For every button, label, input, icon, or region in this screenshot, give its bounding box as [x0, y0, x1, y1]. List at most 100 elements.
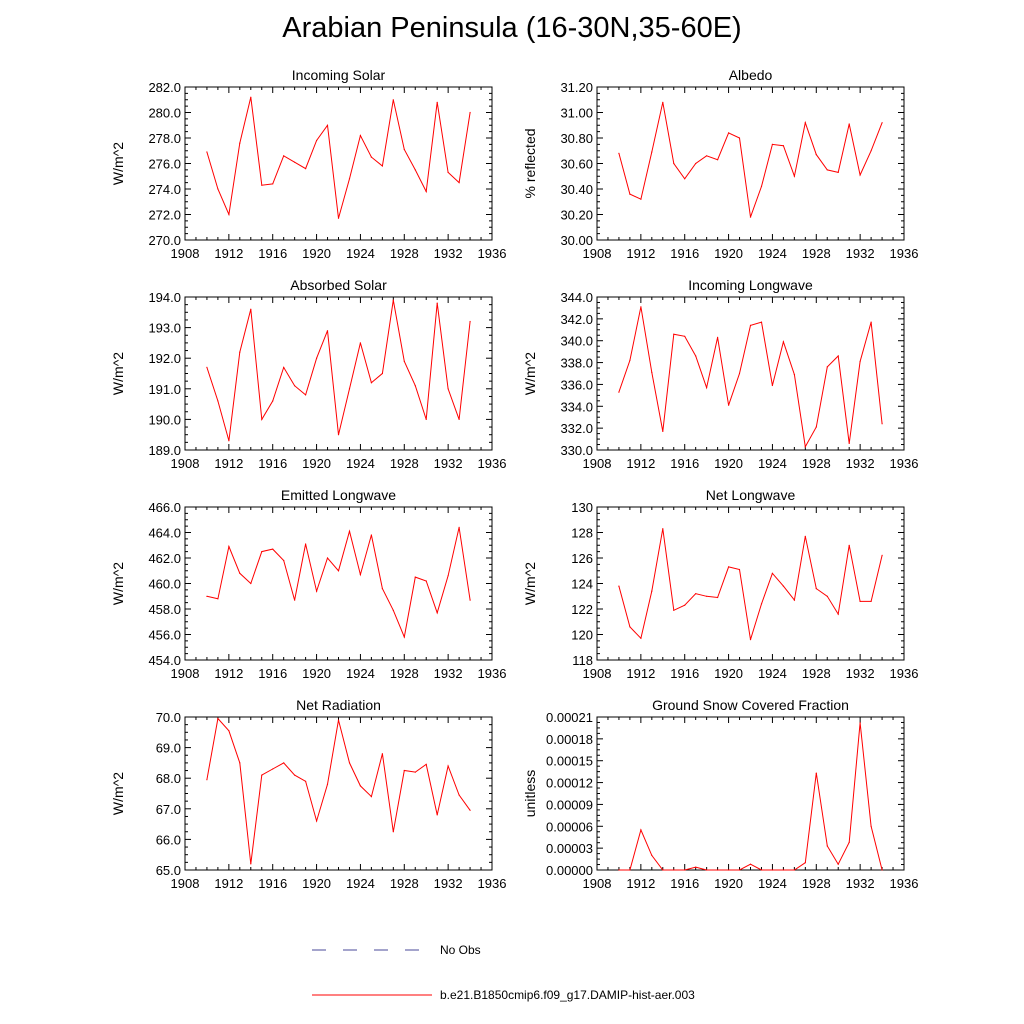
data-point [793, 175, 796, 177]
x-tick-label: 1932 [846, 246, 875, 261]
data-point [782, 341, 785, 343]
data-point [771, 384, 774, 387]
data-point [848, 442, 850, 444]
data-point [640, 829, 642, 831]
data-point [717, 869, 719, 871]
data-point [305, 168, 307, 170]
data-point [651, 371, 653, 373]
x-tick-label: 1920 [302, 456, 331, 471]
data-point [728, 132, 730, 134]
y-axis-label: unitless [522, 770, 538, 817]
data-point [469, 320, 471, 323]
data-point [228, 213, 230, 216]
data-point [392, 609, 394, 611]
x-tick-label: 1936 [890, 666, 919, 681]
panels-group: Incoming Solar W/m^2 1908 1912 1916 1920 1924 1… [110, 67, 918, 891]
x-tick-label: 1916 [258, 456, 287, 471]
data-point [804, 862, 806, 864]
data-point [728, 566, 730, 568]
data-point [250, 582, 252, 585]
data-point [337, 570, 340, 572]
x-tick-label: 1916 [258, 876, 287, 891]
panel-absorbed-solar: Absorbed Solar W/m^2 1908 1912 1916 1920 1924 1… [110, 277, 506, 471]
data-point [881, 423, 883, 425]
y-tick-label: 70.0 [156, 710, 181, 725]
data-point [881, 122, 883, 124]
data-point [425, 580, 427, 582]
data-point [826, 366, 828, 368]
data-point [684, 335, 686, 337]
data-point [793, 374, 796, 376]
data-point [749, 639, 752, 641]
x-tick-label: 1908 [171, 876, 200, 891]
data-point [469, 809, 471, 811]
data-point [749, 863, 752, 865]
data-point [239, 351, 241, 353]
data-point [815, 588, 817, 590]
data-point [283, 559, 285, 562]
data-point [458, 794, 460, 796]
data-point [629, 193, 631, 195]
data-point [837, 613, 839, 615]
y-axis-label: W/m^2 [110, 562, 126, 605]
y-tick-label: 0.00021 [546, 710, 593, 725]
y-tick-label: 460.0 [148, 577, 181, 592]
data-point [272, 183, 274, 185]
panel-title: Net Longwave [706, 487, 796, 503]
data-point [673, 869, 675, 871]
data-point [640, 306, 642, 308]
x-tick-label: 1920 [714, 876, 743, 891]
data-point [305, 780, 307, 782]
y-axis-label: W/m^2 [110, 352, 126, 395]
data-point [272, 768, 274, 770]
y-tick-label: 31.00 [560, 106, 593, 121]
data-point [782, 869, 785, 871]
data-point [425, 190, 427, 193]
data-point [815, 772, 817, 774]
y-tick-label: 192.0 [148, 351, 181, 366]
panel-emitted-longwave: Emitted Longwave W/m^2 1908 1912 1916 1920 192… [110, 487, 506, 681]
y-tick-label: 30.00 [560, 233, 593, 248]
plot-frame [596, 716, 905, 871]
y-tick-label: 65.0 [156, 863, 181, 878]
x-tick-label: 1928 [802, 456, 831, 471]
y-tick-label: 0.00009 [546, 797, 593, 812]
data-point [881, 869, 883, 871]
data-point [684, 178, 686, 180]
y-tick-label: 191.0 [148, 382, 181, 397]
legend-no-obs-label: No Obs [440, 943, 481, 957]
x-tick-label: 1924 [758, 456, 787, 471]
panel-incoming-longwave: Incoming Longwave W/m^2 1908 1912 1916 1920 19… [522, 277, 918, 471]
data-point [217, 598, 219, 600]
data-point [392, 831, 394, 833]
plot-frame [184, 716, 493, 871]
data-point [870, 600, 872, 603]
x-tick-label: 1936 [890, 246, 919, 261]
y-tick-label: 342.0 [560, 312, 593, 327]
data-point [870, 150, 872, 152]
data-point [717, 159, 719, 161]
data-point [881, 554, 883, 557]
data-point [414, 169, 416, 171]
x-tick-label: 1924 [346, 246, 375, 261]
data-point [662, 430, 664, 432]
panel-title: Net Radiation [296, 697, 381, 713]
data-point [272, 548, 274, 550]
y-tick-label: 458.0 [148, 602, 181, 617]
panel-albedo: Albedo % reflected 1908 1912 1916 1920 1924 192… [522, 67, 918, 261]
data-point [826, 169, 828, 171]
y-tick-label: 278.0 [148, 131, 181, 146]
data-point [283, 762, 285, 764]
data-point [618, 585, 620, 587]
data-point [403, 636, 405, 638]
x-tick-label: 1928 [390, 666, 419, 681]
x-tick-label: 1916 [670, 666, 699, 681]
data-point [261, 774, 263, 776]
data-point [859, 174, 861, 176]
data-point [228, 730, 230, 732]
data-point [815, 426, 817, 428]
data-point [403, 360, 405, 362]
data-point [651, 854, 653, 857]
data-point [316, 820, 318, 822]
data-point [859, 600, 861, 603]
